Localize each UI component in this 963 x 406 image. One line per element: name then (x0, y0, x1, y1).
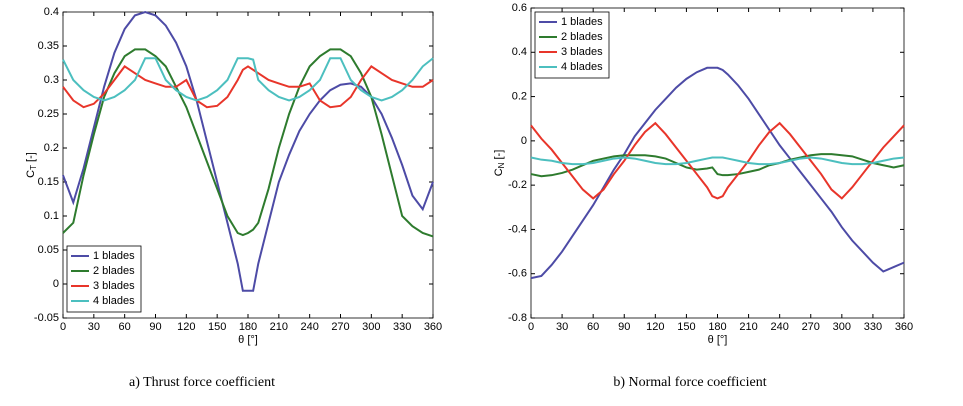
y-axis-label: CN [-] (493, 150, 506, 177)
legend-label: 1 blades (561, 16, 603, 28)
legend-label: 3 blades (561, 46, 603, 58)
series-line (530, 156, 905, 166)
x-tick-label: 120 (177, 321, 195, 333)
y-tick-label: -0.4 (508, 223, 527, 235)
y-label-unit: [-] (25, 152, 37, 165)
y-tick-label: -0.8 (508, 312, 527, 324)
legend-label: 4 blades (93, 295, 135, 307)
x-tick-label: 360 (895, 321, 913, 333)
x-tick-label: 360 (424, 321, 442, 333)
y-tick-label: 0.2 (44, 142, 59, 154)
x-tick-label: 150 (677, 321, 695, 333)
y-tick-label: 0.3 (44, 74, 59, 86)
x-tick-label: 150 (208, 321, 226, 333)
y-tick-label: 0.35 (38, 40, 59, 52)
legend-label: 2 blades (93, 265, 135, 277)
y-tick-label: -0.2 (508, 179, 527, 191)
y-tick-label: 0.15 (38, 176, 59, 188)
series-line (62, 65, 434, 109)
legend-label: 4 blades (561, 61, 603, 73)
x-tick-label: 240 (770, 321, 788, 333)
y-tick-label: 0.4 (44, 6, 59, 18)
y-label-unit: [-] (493, 150, 505, 163)
y-label-symbol: C (25, 170, 37, 178)
y-axis-label: CT [-] (25, 152, 38, 178)
y-tick-label: 0.2 (512, 90, 527, 102)
x-tick-label: 180 (239, 321, 257, 333)
y-label-subscript: N (497, 162, 506, 168)
x-tick-label: 0 (60, 321, 66, 333)
x-tick-label: 270 (802, 321, 820, 333)
x-tick-label: 330 (864, 321, 882, 333)
y-tick-label: 0 (521, 135, 527, 147)
caption: b) Normal force coefficient (613, 375, 766, 390)
chart: -0.8 -0.6 -0.4 -0.2 0 0.2 0.4 0.6 0 30 60 90 120 150 1… (493, 2, 913, 390)
x-tick-label: 90 (149, 321, 161, 333)
y-tick-label: 0 (53, 278, 59, 290)
caption: a) Thrust force coefficient (129, 375, 275, 390)
y-tick-label: 0.6 (512, 2, 527, 14)
x-tick-label: 240 (300, 321, 318, 333)
legend-label: 2 blades (561, 31, 603, 43)
legend-label: 1 blades (93, 250, 135, 262)
x-tick-label: 0 (528, 321, 534, 333)
x-tick-label: 210 (739, 321, 757, 333)
x-tick-label: 300 (833, 321, 851, 333)
series-line (530, 66, 905, 280)
x-axis-label: θ [°] (708, 334, 728, 346)
x-tick-label: 270 (331, 321, 349, 333)
x-tick-label: 120 (646, 321, 664, 333)
y-label-symbol: C (493, 168, 505, 176)
x-tick-label: 60 (587, 321, 599, 333)
x-tick-label: 300 (362, 321, 380, 333)
x-tick-label: 30 (88, 321, 100, 333)
x-tick-label: 60 (119, 321, 131, 333)
series-line (62, 48, 434, 238)
x-axis-label: θ [°] (238, 334, 258, 346)
y-label-subscript: T (29, 165, 38, 170)
legend-label: 3 blades (93, 280, 135, 292)
y-tick-label: 0.1 (44, 210, 59, 222)
y-tick-label: 0.05 (38, 244, 59, 256)
x-tick-label: 90 (618, 321, 630, 333)
y-tick-label: 0.4 (512, 46, 527, 58)
x-tick-label: 180 (708, 321, 726, 333)
y-tick-label: -0.05 (34, 312, 59, 324)
x-tick-label: 30 (556, 321, 568, 333)
x-tick-label: 210 (270, 321, 288, 333)
series-line (62, 57, 434, 102)
y-tick-label: -0.6 (508, 268, 527, 280)
y-tick-label: 0.25 (38, 108, 59, 120)
series-line (530, 121, 905, 200)
x-tick-label: 330 (393, 321, 411, 333)
series-line (530, 153, 905, 178)
